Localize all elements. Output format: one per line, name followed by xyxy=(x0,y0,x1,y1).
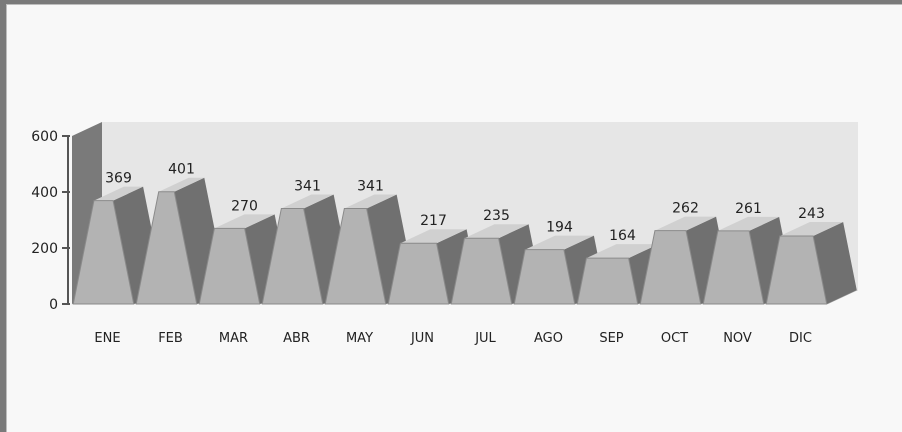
bar-top-face xyxy=(214,214,275,229)
x-category-label: NOV xyxy=(723,331,752,346)
bar-top-face xyxy=(400,229,467,244)
bar-top-face xyxy=(717,216,780,231)
bar-data-label: 369 xyxy=(105,171,132,187)
bar-top-face xyxy=(344,194,397,209)
bar-front-face xyxy=(702,230,765,305)
bar-top-face xyxy=(779,221,844,236)
bar-data-label: 164 xyxy=(609,228,636,244)
bar-data-label: 270 xyxy=(231,198,258,214)
bar-data-label: 262 xyxy=(672,201,699,217)
y-tick-label: 0 xyxy=(49,297,58,313)
y-tick-label: 400 xyxy=(31,185,58,201)
bar-front-face xyxy=(513,249,576,305)
x-category-label: ABR xyxy=(283,331,310,346)
bar-data-label: 401 xyxy=(168,162,195,178)
x-category-label: AGO xyxy=(534,331,563,346)
y-tick-label: 600 xyxy=(31,129,58,145)
bar-top-face xyxy=(158,177,205,192)
bar-data-label: 235 xyxy=(483,208,510,224)
x-category-label: MAR xyxy=(219,331,248,346)
bar-front-face xyxy=(450,237,513,305)
bar-data-label: 243 xyxy=(798,206,825,222)
bar-front-face xyxy=(135,191,198,305)
bar-front-face xyxy=(765,235,828,305)
bar-front-face xyxy=(198,227,261,305)
x-category-label: JUN xyxy=(410,331,434,346)
bar-top-face xyxy=(464,224,529,239)
bar-top-face xyxy=(281,194,334,209)
bar-front-face xyxy=(387,242,450,305)
x-category-label: ENE xyxy=(94,331,120,346)
x-category-label: OCT xyxy=(661,331,688,346)
bar-front-face xyxy=(639,230,702,305)
x-category-label: DIC xyxy=(789,331,812,346)
bar-top-face xyxy=(654,216,717,231)
bar-side-face xyxy=(813,221,857,304)
x-category-label: MAY xyxy=(346,331,373,346)
bar-front-face xyxy=(261,208,324,305)
bar-top-face xyxy=(586,244,659,259)
y-tick-label: 200 xyxy=(31,241,58,257)
bar-front-face xyxy=(324,208,387,305)
bar-data-label: 261 xyxy=(735,201,762,217)
bar-top-face xyxy=(93,186,144,201)
bar-data-label: 341 xyxy=(357,179,384,195)
x-category-label: FEB xyxy=(158,331,183,346)
bar-data-label: 194 xyxy=(546,220,573,236)
bar-front-face xyxy=(72,200,135,305)
bar-top-face xyxy=(525,235,594,250)
bar-data-label: 217 xyxy=(420,213,447,229)
x-category-label: JUL xyxy=(474,331,496,346)
bar-data-label: 341 xyxy=(294,179,321,195)
x-category-label: SEP xyxy=(599,331,623,346)
bar-front-face xyxy=(576,257,639,305)
